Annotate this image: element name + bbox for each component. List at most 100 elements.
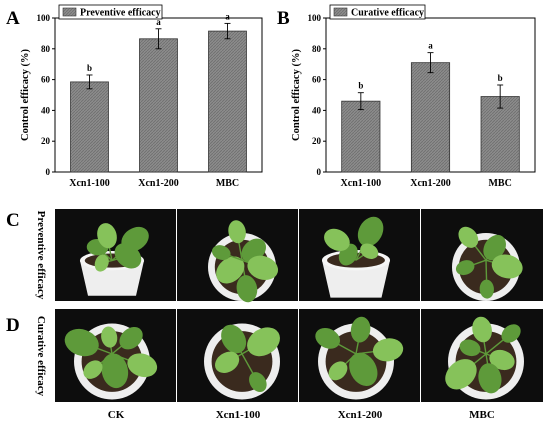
panel-letter-B: B xyxy=(277,8,290,29)
legend-swatch xyxy=(333,7,348,17)
legend: Curative efficacy xyxy=(329,4,426,20)
bar-Xcn1-200 xyxy=(410,62,451,173)
plant-leaf xyxy=(501,324,521,343)
photo-C-1 xyxy=(55,209,176,301)
bar-MBC xyxy=(480,96,520,173)
legend-swatch xyxy=(62,7,77,17)
photo-D-4 xyxy=(421,309,543,402)
plant-leaf xyxy=(64,328,99,357)
panel-letter-D: D xyxy=(6,315,20,336)
significance-letter: b xyxy=(358,81,363,91)
significance-letter: b xyxy=(87,63,92,73)
plant-leaf xyxy=(315,327,341,349)
x-tick-label: Xcn1-100 xyxy=(341,178,382,189)
plant-leaf xyxy=(455,260,475,276)
y-tick-label: 40 xyxy=(41,105,51,115)
plant-leaf xyxy=(372,338,404,362)
plant-leaf xyxy=(349,352,378,387)
panel-letter-C: C xyxy=(6,210,20,231)
legend-box xyxy=(329,4,426,20)
plant-leaf xyxy=(328,361,348,381)
row-label-curative: Curative efficacy xyxy=(35,316,47,397)
plant-leaf xyxy=(357,216,384,247)
y-axis-label: Control efficacy (%) xyxy=(20,49,31,141)
plant-leaf xyxy=(221,324,247,354)
y-tick-label: 100 xyxy=(308,13,322,23)
row-label-preventive: Preventive efficacy xyxy=(35,211,47,300)
x-tick-label: Xcn1-200 xyxy=(138,178,179,189)
plant-leaf xyxy=(483,234,506,261)
photo-C-4 xyxy=(421,209,543,301)
y-tick-label: 60 xyxy=(312,75,322,85)
significance-letter: a xyxy=(225,11,230,21)
significance-letter: a xyxy=(428,41,433,51)
plant-leaf xyxy=(478,363,502,394)
chart-panel-B: B 0 20 40 60 80 100 Control efficacy (%) b Xcn1-1… xyxy=(277,4,536,189)
x-tick-label: Xcn1-200 xyxy=(410,178,451,189)
column-label: Xcn1-200 xyxy=(338,409,383,421)
plant-leaf xyxy=(236,275,258,303)
plant-leaf xyxy=(459,339,481,357)
significance-letter: b xyxy=(498,73,503,83)
y-tick-label: 0 xyxy=(46,167,51,177)
plant-leaf xyxy=(228,220,246,244)
photo-C-2 xyxy=(177,209,298,303)
photo-C-3 xyxy=(299,209,420,301)
plant-leaf xyxy=(94,254,109,272)
plant-leaf xyxy=(458,226,479,248)
photo-panels: C D Preventive efficacy Curative efficacy CK… xyxy=(6,209,543,421)
plant-leaf xyxy=(350,316,371,343)
plant-leaf xyxy=(491,254,523,279)
y-tick-label: 100 xyxy=(37,13,51,23)
plant-leaf xyxy=(101,353,129,389)
column-label: CK xyxy=(108,409,125,421)
significance-letter: a xyxy=(156,17,161,27)
plant-leaf xyxy=(214,351,240,373)
y-tick-label: 60 xyxy=(41,75,51,85)
photo-D-2 xyxy=(177,309,298,402)
plant-leaf xyxy=(127,353,158,378)
y-tick-label: 80 xyxy=(312,44,322,54)
bar-Xcn1-200 xyxy=(139,38,178,173)
y-tick-label: 80 xyxy=(41,44,51,54)
panel-letter-A: A xyxy=(6,8,20,29)
y-tick-label: 0 xyxy=(317,167,322,177)
pot xyxy=(322,260,390,298)
plant-leaf xyxy=(216,256,245,284)
plant-leaf xyxy=(119,326,143,350)
column-label: Xcn1-100 xyxy=(216,409,261,421)
x-tick-label: Xcn1-100 xyxy=(69,178,110,189)
plant-leaf xyxy=(249,372,267,393)
legend-label: Curative efficacy xyxy=(351,8,424,19)
plant-leaf xyxy=(472,316,492,343)
plant-leaf xyxy=(445,359,477,390)
plant-leaf xyxy=(247,327,280,357)
y-axis-label: Control efficacy (%) xyxy=(291,49,302,141)
plant-leaf xyxy=(101,326,118,348)
plant-leaf xyxy=(211,245,231,260)
bar-Xcn1-100 xyxy=(341,100,381,173)
plant-leaf xyxy=(121,226,149,252)
legend: Preventive efficacy xyxy=(58,4,163,20)
y-tick-label: 20 xyxy=(312,136,322,146)
plant-leaf xyxy=(360,243,379,259)
bar-MBC xyxy=(208,30,247,173)
plant-leaf xyxy=(489,349,515,371)
x-tick-label: MBC xyxy=(488,178,511,189)
pot xyxy=(80,260,144,296)
photo-D-1 xyxy=(55,309,176,402)
plant-leaf xyxy=(479,279,494,299)
column-label: MBC xyxy=(469,409,495,421)
x-tick-label: MBC xyxy=(216,178,239,189)
legend-box xyxy=(58,4,163,20)
plant-leaf xyxy=(247,255,279,281)
plant-leaf xyxy=(324,228,350,252)
chart-panel-A: A 0 20 40 60 80 100 Control efficacy (%) b Xcn1-1… xyxy=(6,4,263,189)
photo-D-3 xyxy=(299,309,420,402)
plant-leaf xyxy=(97,223,117,249)
y-tick-label: 40 xyxy=(312,105,322,115)
legend-label: Preventive efficacy xyxy=(80,8,161,19)
bar-Xcn1-100 xyxy=(70,81,109,173)
plant-leaf xyxy=(83,360,103,379)
